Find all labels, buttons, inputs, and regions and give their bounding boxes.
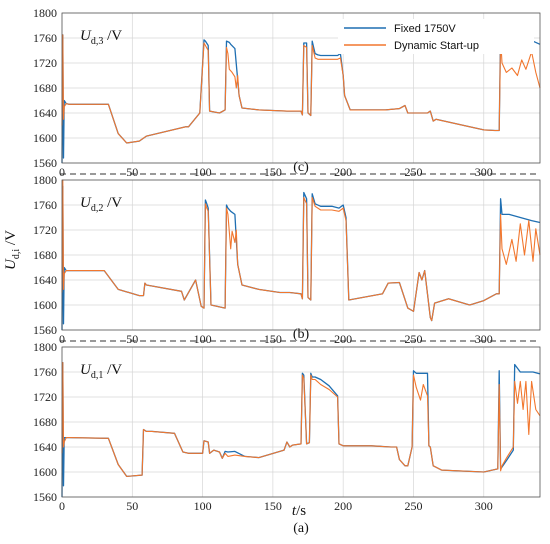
panel-title-sub-c: d,3 bbox=[91, 36, 104, 47]
x-tick-label-a: 50 bbox=[126, 499, 138, 513]
y-tick-label-b: 1560 bbox=[33, 323, 57, 337]
y-tick-label-a: 1760 bbox=[33, 365, 57, 379]
x-axis-label-main: t bbox=[292, 503, 297, 519]
legend: Fixed 1750V Dynamic Start-up bbox=[338, 19, 534, 54]
panel-title-main-a: U bbox=[80, 362, 92, 378]
panel-title-unit-c: /V bbox=[103, 28, 122, 44]
x-tick-label-b: 100 bbox=[194, 332, 212, 346]
y-tick-label-b: 1800 bbox=[33, 173, 57, 187]
y-tick-label-c: 1560 bbox=[33, 156, 57, 170]
panel-caption-b: (b) bbox=[293, 327, 310, 342]
y-axis-label-sub: d,i bbox=[11, 249, 22, 260]
y-tick-label-b: 1760 bbox=[33, 198, 57, 212]
panel-a: 1560 1600 1640 1680 1720 1760 1800 0 50 100 150 200… bbox=[33, 340, 541, 536]
x-tick-label-b: 250 bbox=[404, 332, 422, 346]
panel-title-c: Ud,3 /V bbox=[80, 28, 122, 47]
x-tick-label-a: 150 bbox=[264, 499, 282, 513]
x-tick-label-c: 0 bbox=[59, 165, 65, 179]
y-tick-label-b: 1600 bbox=[33, 298, 57, 312]
y-tick-label-c: 1720 bbox=[33, 56, 57, 70]
legend-label-fixed: Fixed 1750V bbox=[394, 23, 456, 35]
x-tick-label-c: 250 bbox=[404, 165, 422, 179]
panel-caption-c: (c) bbox=[293, 160, 309, 175]
x-tick-label-b: 300 bbox=[475, 332, 493, 346]
plot-frame-b bbox=[61, 179, 541, 331]
panel-caption-a: (a) bbox=[293, 521, 309, 536]
y-axis-label-unit: /V bbox=[3, 230, 19, 249]
x-tick-label-b: 150 bbox=[264, 332, 282, 346]
plot-frame-a bbox=[61, 346, 541, 498]
y-tick-label-c: 1800 bbox=[33, 6, 57, 20]
panel-title-a: Ud,1 /V bbox=[80, 362, 122, 381]
y-tick-label-b: 1680 bbox=[33, 248, 57, 262]
y-tick-label-b: 1640 bbox=[33, 273, 57, 287]
legend-label-dynamic: Dynamic Start-up bbox=[394, 40, 479, 52]
x-tick-label-a: 0 bbox=[59, 499, 65, 513]
panel-title-sub-b: d,2 bbox=[91, 203, 104, 214]
panel-title-unit-b: /V bbox=[103, 195, 122, 211]
x-tick-label-b: 50 bbox=[126, 332, 138, 346]
series-line-dynamic-a bbox=[61, 362, 541, 477]
panel-title-main-b: U bbox=[80, 195, 92, 211]
x-tick-label-b: 200 bbox=[334, 332, 352, 346]
x-tick-label-c: 100 bbox=[194, 165, 212, 179]
y-tick-label-a: 1560 bbox=[33, 490, 57, 504]
plot-frame-c bbox=[61, 12, 541, 164]
x-tick-label-a: 250 bbox=[404, 499, 422, 513]
svg-text:Ud,i /V: Ud,i /V bbox=[3, 230, 22, 270]
y-tick-label-c: 1680 bbox=[33, 81, 57, 95]
x-axis-label: t/s bbox=[292, 503, 306, 519]
panel-title-unit-a: /V bbox=[103, 362, 122, 378]
x-tick-label-c: 300 bbox=[475, 165, 493, 179]
y-tick-label-a: 1600 bbox=[33, 465, 57, 479]
y-tick-label-c: 1600 bbox=[33, 131, 57, 145]
y-tick-label-a: 1640 bbox=[33, 440, 57, 454]
y-tick-label-a: 1680 bbox=[33, 415, 57, 429]
y-tick-label-c: 1640 bbox=[33, 106, 57, 120]
y-axis-label-main: U bbox=[3, 258, 19, 270]
panel-title-b: Ud,2 /V bbox=[80, 195, 122, 214]
x-axis-label-unit: /s bbox=[296, 503, 306, 519]
panel-b: 1560 1600 1640 1680 1720 1760 1800 0 50 100 150 200… bbox=[33, 173, 541, 346]
x-tick-label-c: 150 bbox=[264, 165, 282, 179]
y-tick-label-a: 1800 bbox=[33, 340, 57, 354]
series-line-dynamic-b bbox=[61, 179, 541, 322]
panel-title-sub-a: d,1 bbox=[91, 370, 104, 381]
panel-title-main-c: U bbox=[80, 28, 92, 44]
legend-box bbox=[338, 19, 534, 54]
x-tick-label-b: 0 bbox=[59, 332, 65, 346]
series-line-dynamic-c bbox=[61, 34, 541, 144]
y-tick-label-c: 1760 bbox=[33, 31, 57, 45]
x-tick-label-a: 300 bbox=[475, 499, 493, 513]
y-axis-label: Ud,i /V bbox=[3, 230, 22, 270]
y-tick-label-b: 1720 bbox=[33, 223, 57, 237]
y-tick-label-a: 1720 bbox=[33, 390, 57, 404]
x-tick-label-a: 100 bbox=[194, 499, 212, 513]
x-tick-label-a: 200 bbox=[334, 499, 352, 513]
x-tick-label-c: 50 bbox=[126, 165, 138, 179]
x-tick-label-c: 200 bbox=[334, 165, 352, 179]
